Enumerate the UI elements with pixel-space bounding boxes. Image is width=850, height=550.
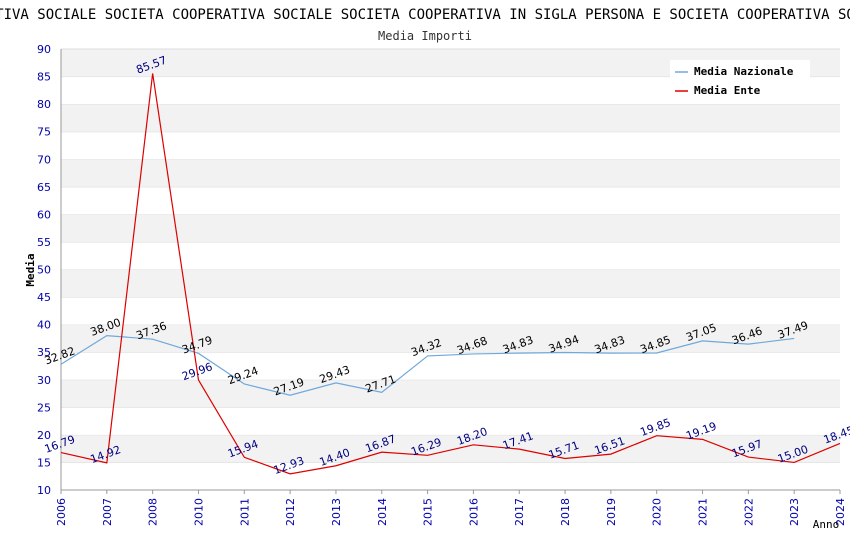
- grid-band: [61, 379, 840, 408]
- series-line-media-nazionale: [60, 335, 795, 396]
- x-tick-label: 2022: [742, 498, 755, 526]
- y-tick-label: 30: [37, 374, 51, 387]
- legend-label-media-nazionale: Media Nazionale: [694, 65, 794, 78]
- x-tick-label: 2016: [467, 498, 480, 526]
- x-axis-label: Anno: [813, 518, 840, 531]
- y-tick-label: 65: [37, 181, 51, 194]
- y-tick-label: 35: [37, 346, 51, 359]
- y-tick-label: 85: [37, 71, 51, 84]
- grid-band: [61, 434, 840, 463]
- y-tick-label: 10: [37, 484, 51, 497]
- legend: Media Nazionale Media Ente: [670, 60, 810, 102]
- x-tick-label: 2019: [605, 498, 618, 526]
- legend-box: [670, 60, 810, 102]
- grid-band: [61, 159, 840, 187]
- x-tick-label: 2017: [513, 498, 526, 526]
- y-tick-labels: 10 15 20 25 30 35 40 45 50 55 60 65 70 75 80 85 90: [37, 43, 51, 497]
- y-tick-label: 40: [37, 319, 51, 332]
- y-tick-label: 20: [37, 429, 51, 442]
- series-lines: [60, 73, 841, 475]
- x-tick-label: 2021: [697, 498, 710, 526]
- grid-band: [61, 352, 840, 380]
- grid-band: [61, 269, 840, 298]
- legend-label-media-ente: Media Ente: [694, 84, 761, 97]
- x-tick-label: 2013: [330, 498, 343, 526]
- y-tick-label: 60: [37, 208, 51, 221]
- y-tick-label: 15: [37, 456, 51, 469]
- x-tick-label: 2020: [651, 498, 664, 526]
- x-tick-label: 2014: [376, 498, 389, 526]
- y-tick-label: 70: [37, 153, 51, 166]
- y-tick-label: 80: [37, 98, 51, 111]
- y-tick-label: 55: [37, 236, 51, 249]
- grid-band: [61, 241, 840, 270]
- x-tick-label: 2006: [55, 498, 68, 526]
- series-line-media-ente: [60, 73, 841, 475]
- axes: [60, 49, 840, 491]
- x-tick-label: 2018: [559, 498, 572, 526]
- grid-band: [61, 324, 840, 353]
- y-tick-label: 25: [37, 401, 51, 414]
- chart-subtitle: Media Importi: [378, 29, 472, 43]
- x-tick-label: 2023: [788, 498, 801, 526]
- grid-band: [61, 131, 840, 160]
- x-tick-label: 2012: [284, 498, 297, 526]
- y-tick-label: 45: [37, 291, 51, 304]
- y-tick-label: 75: [37, 126, 51, 139]
- chart-title: CIETA COOPERATIVA SOCIALE SOCIETA COOPER…: [0, 7, 850, 23]
- grid-band: [61, 186, 840, 215]
- x-tick-label: 2008: [147, 498, 160, 526]
- grid-band: [61, 297, 840, 325]
- x-tick-label: 2010: [192, 498, 205, 526]
- y-tick-label: 50: [37, 264, 51, 277]
- x-tick-label: 2007: [101, 498, 114, 526]
- y-tick-label: 90: [37, 43, 51, 56]
- x-tick-label: 2024: [834, 498, 847, 526]
- grid-band: [61, 462, 840, 490]
- grid-bands: [61, 48, 840, 490]
- x-tick-labels: 2006 2007 2008 2010 2011 2012 2013 2014 2015 2016…: [55, 490, 847, 526]
- x-tick-label: 2015: [422, 498, 435, 526]
- grid-band: [61, 407, 840, 435]
- grid-band: [61, 214, 840, 242]
- x-tick-label: 2011: [238, 498, 251, 526]
- grid-band: [61, 104, 840, 132]
- y-axis-label: Media: [24, 253, 37, 286]
